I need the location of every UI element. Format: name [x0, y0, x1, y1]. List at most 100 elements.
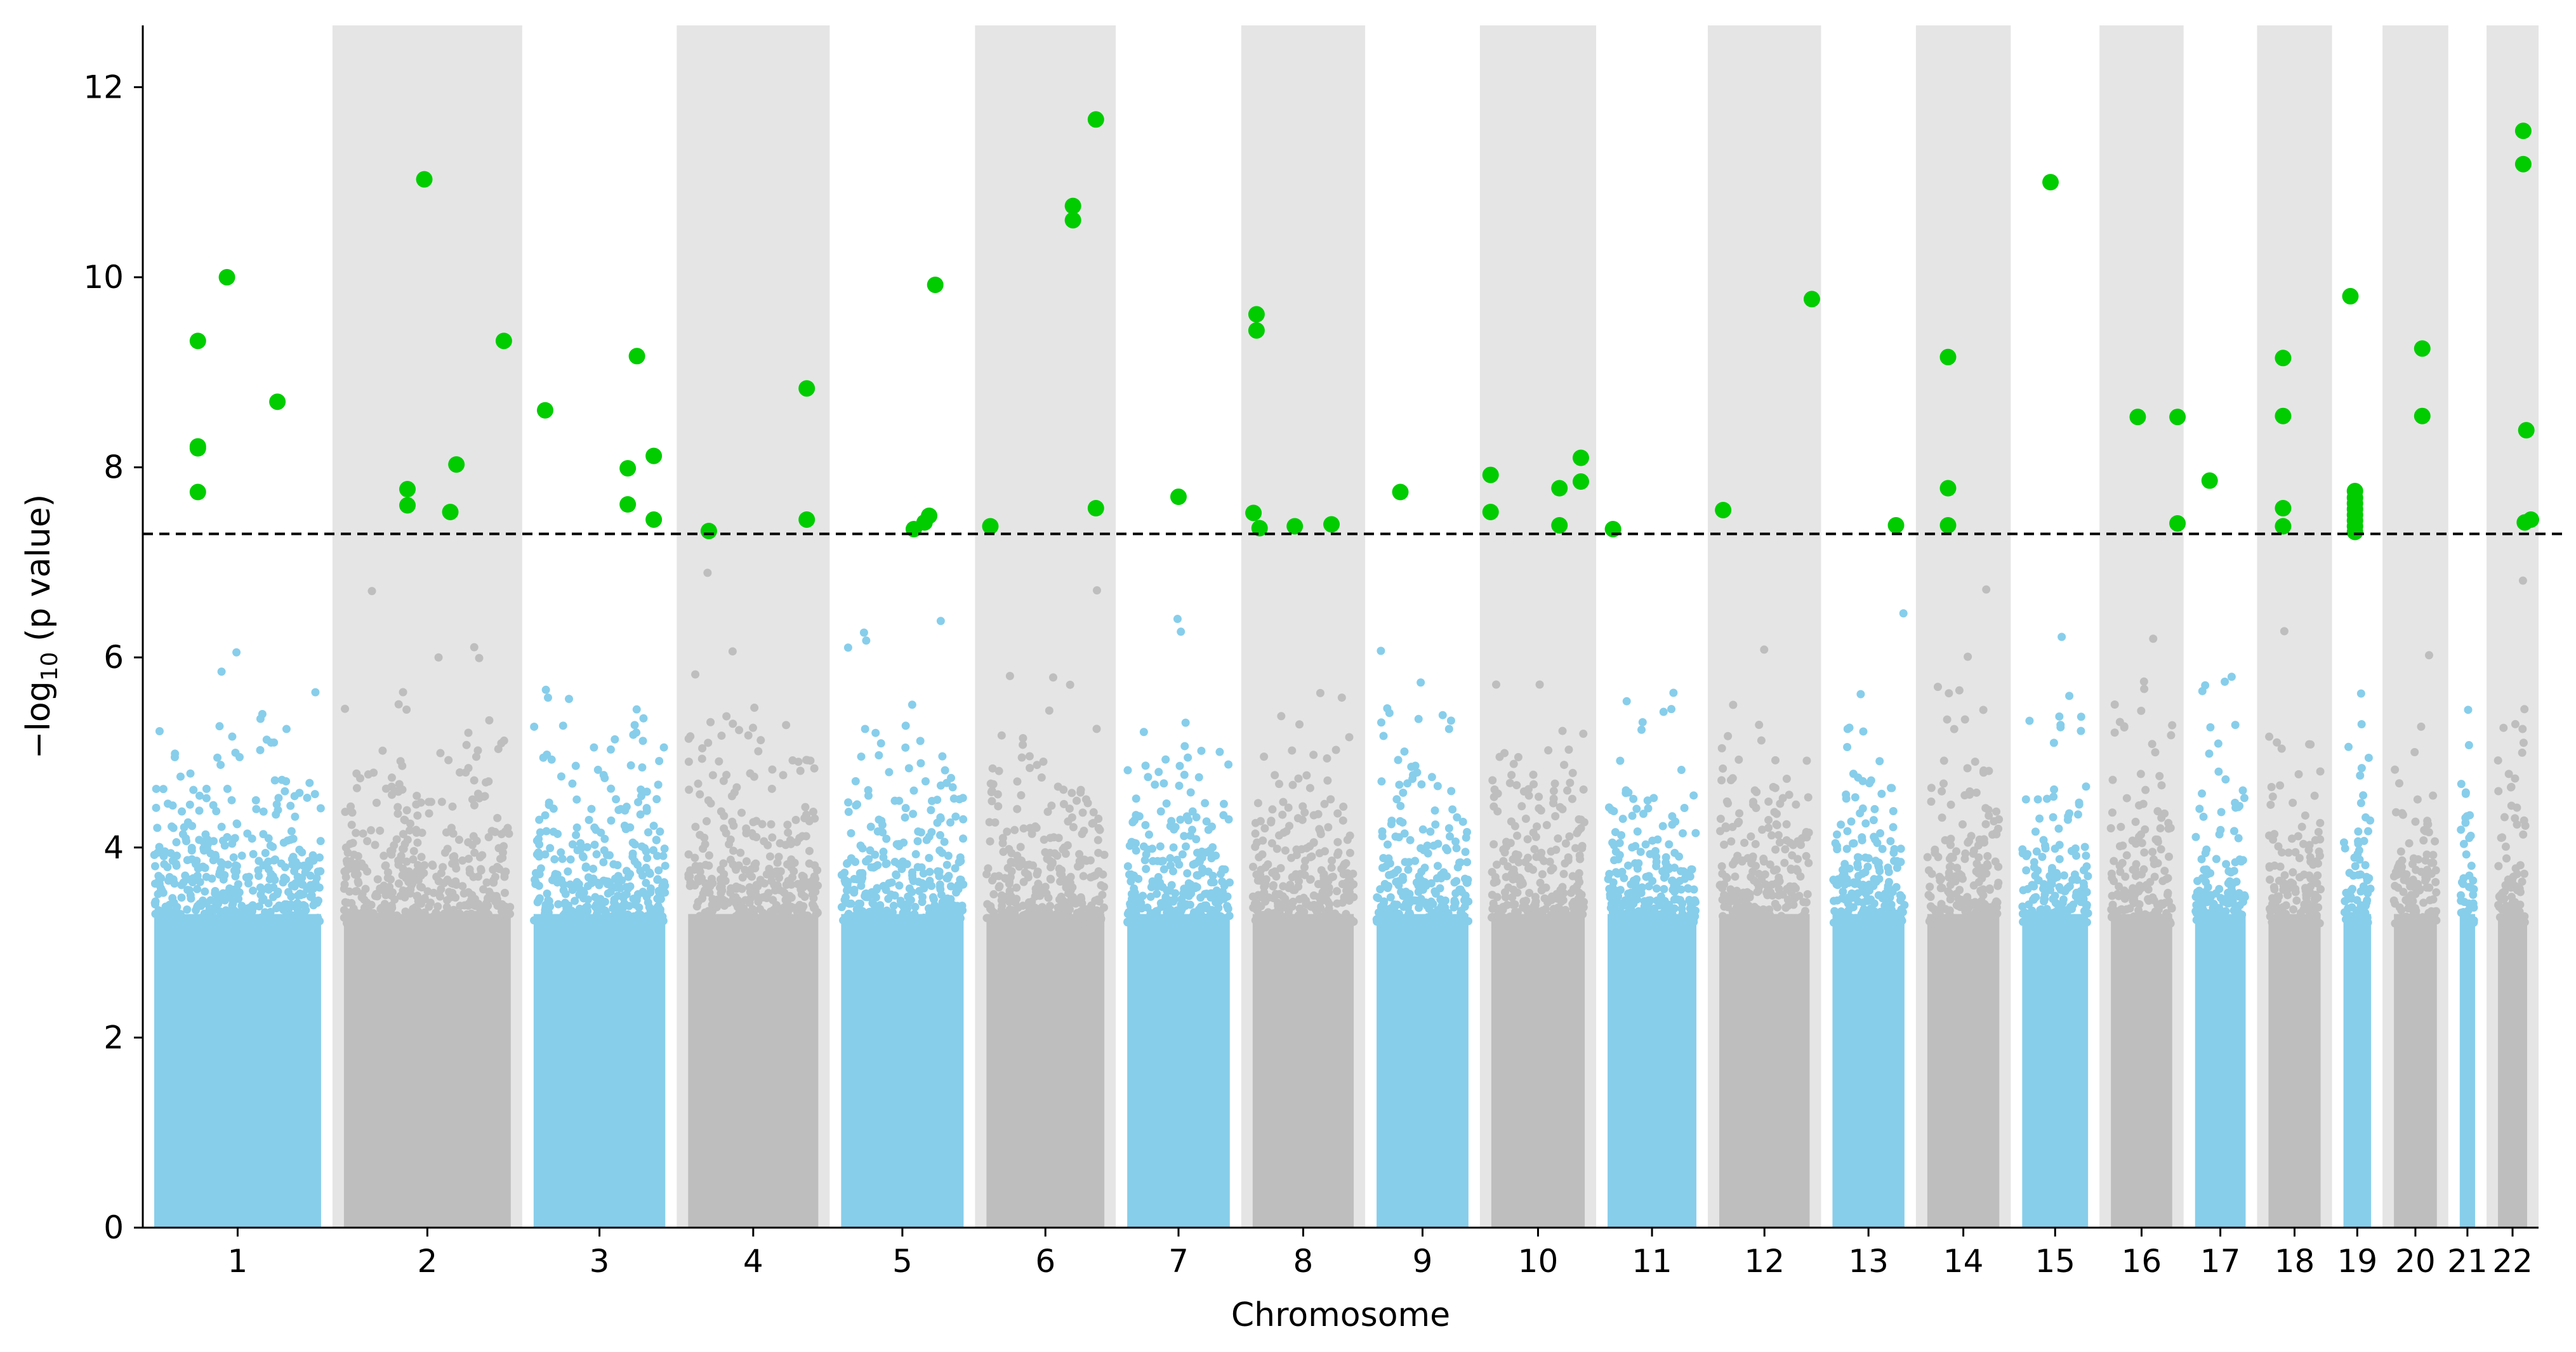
snp-point	[1217, 870, 1225, 879]
snp-point	[646, 884, 655, 893]
snp-point	[372, 798, 381, 807]
snp-point	[2235, 901, 2244, 910]
snp-point	[1401, 858, 1410, 867]
snp-point	[1652, 884, 1661, 893]
snp-cloud-chr-9	[1372, 646, 1473, 1228]
snp-point	[1747, 832, 1755, 841]
snp-point	[2511, 719, 2520, 728]
snp-point	[1564, 853, 1573, 862]
snp-point	[2234, 834, 2243, 843]
snp-point	[1260, 752, 1269, 761]
snp-point	[1568, 768, 1577, 777]
snp-point	[769, 909, 777, 917]
snp-point	[2066, 919, 2075, 928]
snp-point	[178, 807, 187, 816]
snp-point	[1659, 707, 1668, 716]
snp-point	[2157, 845, 2165, 854]
significant-point-chr-17	[2201, 472, 2218, 489]
snp-point	[1560, 761, 1569, 770]
snp-point	[1955, 686, 1964, 695]
significant-point-chr-6	[1064, 212, 1081, 229]
snp-point	[2018, 909, 2027, 918]
snp-point	[1309, 891, 1318, 900]
snp-point	[2515, 884, 2524, 893]
snp-point	[1514, 752, 1522, 761]
snp-point	[1549, 864, 1557, 873]
snp-point	[1402, 919, 1411, 928]
snp-point	[2394, 870, 2403, 879]
snp-point	[1349, 869, 1357, 878]
snp-point	[732, 865, 741, 874]
snp-point	[1604, 803, 1613, 812]
snp-point	[2065, 692, 2074, 700]
snp-point	[414, 896, 423, 905]
snp-point	[234, 880, 242, 889]
snp-point	[211, 889, 220, 898]
snp-point	[451, 893, 460, 902]
snp-point	[729, 821, 738, 830]
snp-point	[2502, 854, 2511, 863]
snp-point	[2469, 903, 2478, 912]
snp-point	[1792, 800, 1800, 809]
snp-point	[1183, 888, 1192, 896]
snp-point	[347, 802, 355, 811]
snp-point	[287, 827, 296, 836]
snp-point	[885, 768, 894, 777]
snp-point	[2282, 901, 2290, 910]
snp-point	[399, 844, 408, 853]
snp-point	[1529, 770, 1538, 779]
snp-point	[172, 838, 181, 847]
snp-point	[1345, 848, 1354, 857]
snp-point	[2354, 827, 2363, 836]
snp-point	[1509, 759, 1518, 768]
snp-point	[1722, 874, 1731, 883]
snp-point	[400, 815, 409, 824]
snp-point	[1184, 753, 1192, 762]
snp-point	[935, 867, 944, 876]
snp-point	[899, 857, 908, 866]
snp-point	[2213, 909, 2222, 917]
snp-point	[736, 848, 745, 857]
snp-point	[1524, 853, 1533, 862]
snp-point	[738, 873, 747, 882]
snp-point	[1803, 889, 1812, 898]
snp-point	[1973, 907, 1982, 916]
snp-point	[768, 765, 777, 774]
snp-point	[2224, 879, 2233, 888]
snp-point	[2395, 903, 2404, 912]
snp-point	[927, 881, 936, 890]
significant-point-chr-5	[921, 507, 938, 524]
snp-point	[736, 905, 744, 914]
snp-point	[2150, 855, 2158, 864]
snp-point	[600, 834, 609, 843]
snp-point	[188, 878, 197, 887]
snp-point	[2236, 911, 2245, 920]
snp-point	[696, 830, 704, 839]
snp-point	[2063, 884, 2072, 893]
snp-point	[357, 862, 366, 870]
snp-point	[951, 812, 960, 821]
snp-point	[492, 895, 501, 903]
snp-point	[1946, 800, 1955, 809]
snp-point	[1333, 899, 1342, 908]
snp-point	[1831, 839, 1840, 848]
snp-point	[2221, 907, 2230, 916]
snp-point	[470, 801, 479, 810]
snp-point	[1842, 874, 1851, 883]
snp-point	[256, 745, 265, 754]
snp-point	[231, 872, 240, 881]
snp-point	[1887, 784, 1896, 792]
snp-point	[1005, 877, 1014, 886]
snp-point	[340, 880, 349, 889]
snp-point	[372, 889, 381, 898]
snp-point	[2363, 913, 2372, 922]
snp-point	[805, 859, 814, 868]
snp-point	[1838, 894, 1847, 903]
snp-point	[1024, 873, 1033, 882]
snp-point	[1766, 910, 1774, 919]
snp-point	[561, 900, 570, 909]
snp-point	[1952, 889, 1960, 898]
snp-point	[380, 900, 389, 909]
snp-point	[758, 914, 767, 922]
snp-point	[1078, 808, 1087, 817]
